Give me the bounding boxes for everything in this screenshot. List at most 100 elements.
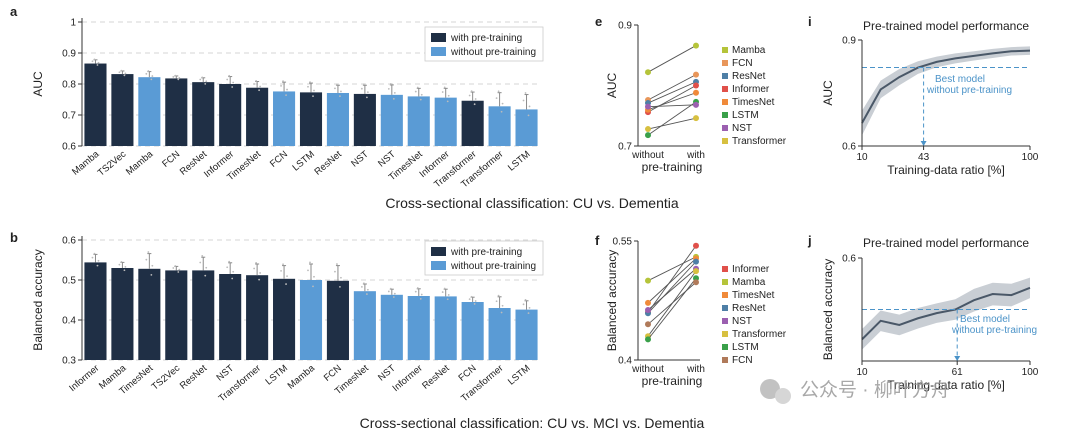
legend-swatch-pre (431, 33, 446, 42)
fold-point (255, 80, 258, 82)
x-tick-label: 100 (1022, 152, 1039, 163)
bar-mamba (138, 77, 161, 146)
bar-informer (219, 84, 242, 146)
bar-nst (380, 94, 403, 146)
x-tick-label: TS2Vec (96, 149, 129, 179)
y-axis-label: Balanced accuracy (821, 259, 835, 360)
series-line-lstm (647, 101, 697, 136)
fold-point (199, 261, 202, 264)
bar-nst (219, 274, 242, 360)
y-axis-label: AUC (821, 80, 835, 106)
fold-point (473, 303, 476, 305)
y-tick-label: 0.8 (62, 80, 76, 91)
x-axis-label: Training-data ratio [%] (887, 378, 1005, 392)
fold-point (366, 288, 369, 291)
fold-point (286, 275, 288, 278)
panel-caption: Cross-sectional classification: CU vs. D… (385, 195, 679, 211)
series-line-informer (647, 245, 697, 313)
bar-fcn (326, 280, 349, 360)
x-tick-label: 10 (856, 367, 868, 378)
legend-swatch-pre (431, 247, 446, 256)
fold-point (147, 251, 150, 253)
fold-point (177, 271, 180, 273)
fold-point (309, 261, 311, 264)
series-line-fcn (647, 74, 697, 101)
bar-resnet (326, 92, 349, 146)
fold-point (177, 78, 180, 81)
fold-point (313, 275, 315, 278)
bar-lstm (515, 109, 538, 146)
x-tick-label: NST (376, 363, 398, 384)
legend-label: Transformer (732, 136, 787, 147)
annotation-line2: without pre-training (951, 325, 1037, 336)
legend-swatch-mamba (722, 47, 728, 53)
fold-point (97, 61, 100, 64)
fold-point (307, 269, 309, 272)
fold-point (201, 76, 204, 79)
fold-point (282, 80, 284, 83)
fold-point (312, 95, 314, 97)
fold-point (178, 77, 181, 79)
bar-informer (407, 296, 430, 360)
y-tick-label: 0.6 (62, 142, 76, 153)
fold-point (232, 81, 235, 84)
bar-informer (84, 262, 107, 360)
panel-b: 0.3 0.4 0.5 0.6 Balanced accuracy Informer Mam… (31, 236, 705, 432)
legend-swatch-transformer (722, 331, 728, 337)
legend-label: NST (732, 123, 752, 134)
fold-point (285, 94, 287, 97)
bar-mamba (299, 280, 323, 360)
fold-point (96, 264, 99, 267)
legend-label: LSTM (732, 342, 759, 353)
y-tick-label: 0.6 (842, 254, 856, 265)
fold-point (280, 84, 282, 87)
x-tick-label: 61 (952, 367, 964, 378)
annotation-line1: Best model (960, 314, 1010, 325)
y-tick-label: 0.9 (842, 36, 856, 47)
watermark: 公众号 · 柳叶方舟 (760, 379, 950, 404)
bar-fcn (461, 302, 484, 360)
fold-point (226, 78, 229, 81)
fold-point (334, 270, 336, 273)
fold-point (231, 277, 234, 280)
fold-point (474, 98, 477, 100)
fold-point (389, 83, 392, 85)
fold-point (416, 86, 419, 89)
fold-point (259, 85, 262, 88)
legend-swatch-lstm (722, 112, 728, 118)
fold-point (528, 306, 531, 309)
x-tick-label: 100 (1022, 367, 1039, 378)
series-line-mamba (647, 256, 697, 282)
point-without-lstm (645, 336, 651, 343)
point-with-informer (693, 242, 699, 249)
fold-point (441, 291, 444, 293)
wechat-icon-bubble (775, 388, 791, 404)
x-tick-label: Informer (391, 363, 425, 394)
fold-point (231, 86, 234, 88)
y-tick-label: 0.5 (62, 276, 76, 287)
fold-point (312, 285, 314, 288)
legend-swatch-lstm (722, 344, 728, 350)
watermark-text: 公众号 · 柳叶方舟 (800, 379, 950, 401)
panel-letter-j: j (807, 233, 812, 248)
fold-point (524, 299, 527, 301)
x-tick-label: LSTM (506, 363, 533, 388)
fold-point (500, 110, 503, 113)
point-with-nst (693, 101, 699, 108)
point-without-timesnet (645, 299, 651, 306)
fold-point (392, 97, 395, 100)
legend-swatch-informer (722, 86, 728, 92)
legend-swatch-fcn (722, 357, 728, 363)
fold-point (360, 285, 363, 288)
fold-point (528, 105, 531, 108)
fold-point (93, 58, 96, 61)
fold-point (527, 114, 530, 117)
panel-f: 0.4 0.55 Balanced accuracy without withpre-t… (605, 237, 787, 389)
fold-point (497, 294, 500, 297)
fold-point (414, 90, 417, 93)
panel-caption: Cross-sectional classification: CU vs. M… (360, 415, 705, 431)
legend-box (424, 240, 544, 276)
fold-point (255, 261, 258, 264)
